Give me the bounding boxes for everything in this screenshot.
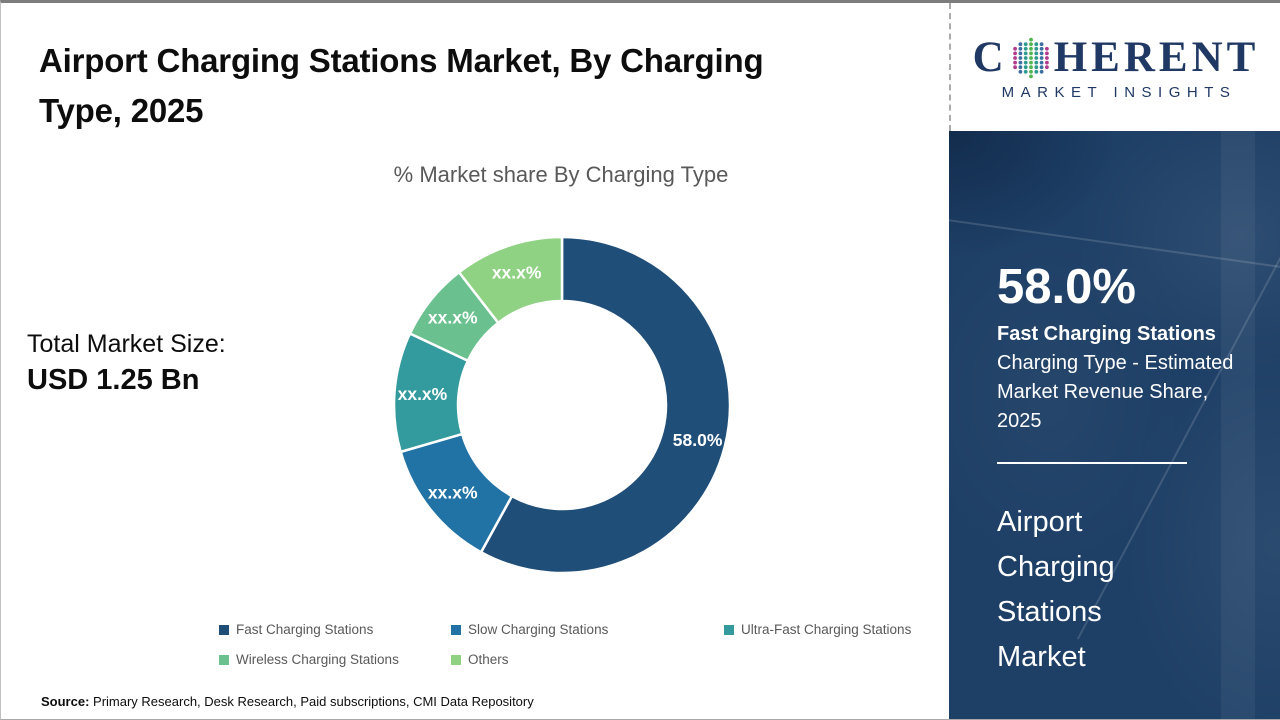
- legend-label: Wireless Charging Stations: [236, 652, 399, 667]
- legend-label: Others: [468, 652, 509, 667]
- globe-icon: [1012, 37, 1049, 78]
- donut-segment-label: xx.x%: [398, 384, 448, 404]
- legend-label: Fast Charging Stations: [236, 622, 374, 637]
- legend-swatch: [724, 624, 734, 635]
- brand-logo: C HERENT MARKET INSIGHTS: [949, 3, 1280, 131]
- brand-part1: C: [972, 34, 1008, 81]
- report-market-name: Airport Charging Stations Market: [997, 506, 1115, 673]
- source-text: Primary Research, Desk Research, Paid su…: [93, 694, 534, 709]
- source-note: Source: Primary Research, Desk Research,…: [41, 694, 534, 709]
- brand-wordmark: C HERENT: [973, 33, 1260, 82]
- donut-segment: [479, 235, 732, 575]
- donut-segment-label: xx.x%: [492, 263, 542, 283]
- legend-swatch: [219, 624, 229, 635]
- source-label: Source:: [41, 694, 90, 709]
- donut-segment-label: xx.x%: [428, 307, 478, 327]
- legend-item: Others: [451, 652, 509, 667]
- legend-swatch: [219, 654, 229, 665]
- legend-item: Fast Charging Stations: [219, 622, 373, 637]
- chart-title: % Market share By Charging Type: [393, 162, 729, 187]
- legend-label: Ultra-Fast Charging Stations: [741, 622, 912, 637]
- legend-label: Slow Charging Stations: [468, 622, 609, 637]
- donut-segment-label: xx.x%: [428, 483, 478, 503]
- donut-chart: 58.0% xx.x% xx.x% xx.x% xx.x%: [392, 235, 732, 575]
- highlight-percentage: 58.0%: [997, 260, 1136, 314]
- legend-item: Ultra-Fast Charging Stations: [724, 622, 911, 637]
- brand-subtitle: MARKET INSIGHTS: [1001, 84, 1237, 101]
- brand-part2: HERENT: [1053, 34, 1260, 81]
- legend-swatch: [451, 654, 461, 665]
- donut-segment: [457, 235, 564, 325]
- sidebar-body: 58.0% Fast Charging Stations Charging Ty…: [949, 131, 1280, 719]
- legend-item: Wireless Charging Stations: [219, 652, 399, 667]
- legend-swatch: [451, 624, 461, 635]
- legend-row-1: Fast Charging Stations Slow Charging Stat…: [1, 622, 949, 640]
- total-market-size-label: Total Market Size:: [27, 330, 226, 358]
- chart-panel: Airport Charging Stations Market, By Cha…: [1, 3, 949, 719]
- total-market-size: Total Market Size: USD 1.25 Bn: [27, 327, 226, 399]
- legend-item: Slow Charging Stations: [451, 622, 608, 637]
- sidebar: C HERENT MARKET INSIGHTS 58.0% Fast Char…: [949, 3, 1280, 719]
- total-market-size-value: USD 1.25 Bn: [27, 364, 200, 396]
- legend-row-2: Wireless Charging Stations Others: [1, 652, 949, 670]
- sidebar-divider: [997, 462, 1187, 464]
- highlight-segment-name: Fast Charging Stations: [997, 323, 1216, 345]
- page-title: Airport Charging Stations Market, By Cha…: [39, 42, 764, 129]
- donut-segment-label: 58.0%: [673, 430, 723, 450]
- highlight-description: Charging Type - Estimated Market Revenue…: [997, 352, 1234, 432]
